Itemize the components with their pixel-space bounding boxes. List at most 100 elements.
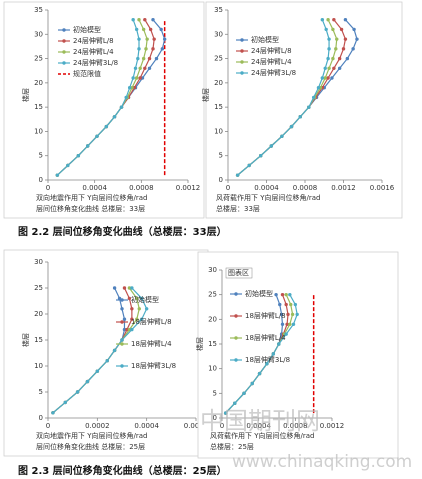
legend-label: 初始模型 [245, 289, 273, 298]
data-point [105, 359, 109, 363]
legend-marker [234, 336, 238, 340]
data-point [95, 369, 100, 373]
data-point [137, 307, 141, 311]
y-tick-label: 30 [34, 30, 43, 38]
data-point [355, 37, 359, 41]
chart-subtitle: 层间位移角变化曲线 总楼层：25层 [36, 442, 145, 451]
legend-marker [240, 60, 244, 64]
legend-label: 24层伸臂3L/8 [73, 58, 118, 67]
data-point [131, 18, 135, 22]
chart-subtitle: 层间位移角变化曲线 总楼层：33层 [36, 204, 145, 213]
data-point [160, 47, 165, 51]
data-point [130, 86, 134, 90]
x-tick-label: 0.0004 [82, 184, 107, 192]
y-tick-label: 30 [34, 258, 43, 266]
x-tick-label: 0 [46, 184, 50, 192]
y-tick-label: 35 [214, 6, 223, 14]
y-tick-label: 5 [39, 152, 43, 160]
data-point [289, 124, 294, 129]
data-point [343, 18, 348, 22]
data-point [331, 27, 335, 32]
data-point [269, 144, 274, 148]
data-point [324, 27, 328, 32]
y-tick-label: 10 [214, 127, 223, 135]
data-point [130, 327, 134, 332]
data-point [122, 286, 127, 290]
chart-subtitle: 总楼层：33层 [216, 204, 260, 213]
legend-label: 初始模型 [73, 25, 101, 34]
x-axis-label: 风荷载作用下 Y向层间位移角/rad [210, 431, 314, 440]
legend-label: 24层伸臂L/4 [251, 57, 292, 66]
legend-marker [120, 298, 124, 302]
data-point [298, 115, 302, 119]
data-point [316, 86, 321, 90]
data-point [327, 37, 331, 41]
data-point [63, 400, 67, 405]
data-point [323, 66, 327, 70]
y-tick-label: 20 [34, 310, 43, 318]
y-tick-label: 25 [208, 291, 217, 299]
data-point [145, 37, 149, 41]
data-point [352, 27, 356, 32]
data-point [295, 312, 299, 317]
y-tick-label: 10 [34, 127, 43, 135]
legend-marker [120, 364, 124, 368]
data-point [134, 27, 139, 32]
data-point [152, 37, 156, 41]
data-point [138, 66, 142, 70]
legend-label: 24层伸臂L/8 [251, 46, 292, 55]
data-point [284, 302, 288, 307]
data-point [85, 379, 90, 384]
data-point [154, 56, 159, 61]
data-point [343, 37, 348, 41]
watermark: 中国期刊网 [200, 407, 320, 435]
x-tick-label: 0.0004 [254, 184, 279, 192]
data-point [326, 76, 330, 80]
data-point [286, 312, 290, 317]
legend-label: 初始模型 [251, 35, 279, 44]
data-point [337, 66, 342, 70]
y-axis-label: 楼层 [21, 333, 30, 347]
data-point [247, 163, 251, 168]
y-tick-label: 10 [208, 365, 217, 373]
y-tick-label: 20 [34, 79, 43, 87]
x-axis-label: 风荷载作用下 Y向层间位移角/rad [216, 193, 320, 202]
data-point [235, 173, 240, 177]
data-point [285, 322, 289, 326]
data-point [223, 411, 228, 415]
data-point [242, 391, 246, 396]
y-axis-label: 楼层 [21, 88, 30, 102]
data-point [339, 27, 344, 32]
x-tick-label: 0.0012 [331, 184, 356, 192]
data-point [51, 411, 55, 415]
data-point [271, 352, 276, 356]
data-point [95, 134, 99, 138]
legend-marker [240, 71, 244, 75]
y-tick-label: 0 [39, 176, 43, 184]
data-point [233, 401, 237, 405]
data-point [345, 56, 350, 61]
data-point [323, 76, 327, 80]
data-point [290, 312, 295, 317]
x-tick-label: 0.0006 [184, 422, 209, 430]
legend-marker [62, 50, 66, 54]
data-point [112, 115, 117, 119]
legend-marker [62, 28, 66, 32]
data-point [133, 66, 138, 70]
legend-marker [62, 61, 66, 65]
data-point [278, 302, 282, 307]
data-point [332, 66, 336, 70]
data-point [280, 134, 284, 138]
data-point [143, 66, 147, 70]
x-tick-label: 0.0016 [370, 184, 395, 192]
legend-marker [240, 49, 244, 53]
legend-marker [234, 358, 238, 362]
y-tick-label: 0 [39, 414, 43, 422]
y-axis-label: 楼层 [195, 337, 204, 351]
y-tick-label: 15 [214, 103, 223, 111]
data-point [291, 322, 296, 326]
data-point [127, 86, 132, 90]
data-point [104, 124, 109, 129]
y-tick-label: 25 [214, 55, 223, 63]
